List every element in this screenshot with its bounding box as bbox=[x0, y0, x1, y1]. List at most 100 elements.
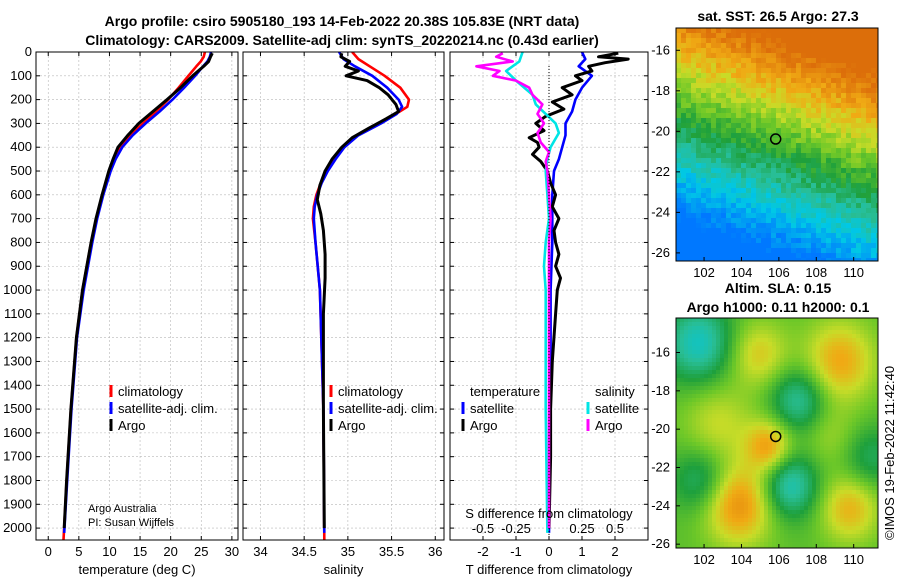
map-cell bbox=[726, 73, 732, 79]
map-cell bbox=[716, 83, 722, 89]
map-cell bbox=[761, 153, 767, 159]
map-cell bbox=[720, 450, 725, 455]
map-cell bbox=[721, 198, 727, 204]
map-cell bbox=[732, 430, 737, 435]
map-cell bbox=[768, 342, 773, 347]
map-cell bbox=[768, 366, 773, 371]
map-cell bbox=[696, 538, 701, 543]
map-cell bbox=[696, 410, 701, 415]
map-cell bbox=[808, 434, 813, 439]
legend-sal-satellite-label: satellite bbox=[595, 401, 639, 416]
map-cell bbox=[721, 143, 727, 149]
map-cell bbox=[744, 398, 749, 403]
map-cell bbox=[788, 474, 793, 479]
map-cell bbox=[740, 542, 745, 547]
map-cell bbox=[681, 93, 687, 99]
map-cell bbox=[751, 168, 757, 174]
map-cell bbox=[846, 258, 852, 261]
map-cell bbox=[812, 526, 817, 531]
map-cell bbox=[821, 43, 827, 49]
map-cell bbox=[706, 48, 712, 54]
map-cell bbox=[724, 454, 729, 459]
map-cell bbox=[768, 354, 773, 359]
map-cell bbox=[781, 118, 787, 124]
map-cell bbox=[824, 482, 829, 487]
map-cell bbox=[724, 502, 729, 507]
map-cell bbox=[731, 233, 737, 239]
map-cell bbox=[696, 546, 701, 548]
map-cell bbox=[866, 118, 872, 124]
map-cell bbox=[724, 462, 729, 467]
map-cell bbox=[686, 153, 692, 159]
map-cell bbox=[861, 123, 867, 129]
map-cell bbox=[836, 506, 841, 511]
map-cell bbox=[736, 53, 742, 59]
map-cell bbox=[740, 430, 745, 435]
map-cell bbox=[800, 498, 805, 503]
map-cell bbox=[716, 178, 722, 184]
map-cell bbox=[848, 370, 853, 375]
map-cell bbox=[792, 394, 797, 399]
map-cell bbox=[716, 138, 722, 144]
map-cell bbox=[701, 173, 707, 179]
map-cell bbox=[768, 326, 773, 331]
map-cell bbox=[776, 490, 781, 495]
map-cell bbox=[756, 203, 762, 209]
map-cell bbox=[841, 83, 847, 89]
map-cell bbox=[800, 422, 805, 427]
map-cell bbox=[844, 374, 849, 379]
map-cell bbox=[704, 374, 709, 379]
map-cell bbox=[816, 358, 821, 363]
map-cell bbox=[780, 486, 785, 491]
map-cell bbox=[876, 73, 878, 79]
map-cell bbox=[736, 223, 742, 229]
map-cell bbox=[876, 253, 878, 259]
map-cell bbox=[816, 482, 821, 487]
map-cell bbox=[684, 318, 689, 323]
map-cell bbox=[792, 498, 797, 503]
map-cell bbox=[761, 108, 767, 114]
map-cell bbox=[832, 542, 837, 547]
map-cell bbox=[680, 370, 685, 375]
map-cell bbox=[820, 450, 825, 455]
map-cell bbox=[832, 466, 837, 471]
map-cell bbox=[701, 118, 707, 124]
map-cell bbox=[846, 178, 852, 184]
map-cell bbox=[684, 490, 689, 495]
map-cell bbox=[861, 38, 867, 44]
map-cell bbox=[781, 188, 787, 194]
map-cell bbox=[796, 248, 802, 254]
map-cell bbox=[816, 38, 822, 44]
map-cell bbox=[826, 33, 832, 39]
map-cell bbox=[776, 43, 782, 49]
map-cell bbox=[692, 546, 697, 548]
map-cell bbox=[824, 362, 829, 367]
map-cell bbox=[788, 450, 793, 455]
map-cell bbox=[811, 228, 817, 234]
map-cell bbox=[801, 38, 807, 44]
map-cell bbox=[736, 454, 741, 459]
map-cell bbox=[856, 93, 862, 99]
map-cell bbox=[781, 123, 787, 129]
map-cell bbox=[831, 243, 837, 249]
map-cell bbox=[852, 390, 857, 395]
map-cell bbox=[792, 426, 797, 431]
map-cell bbox=[720, 374, 725, 379]
map-cell bbox=[676, 470, 681, 475]
map-cell bbox=[866, 58, 872, 64]
map-cell bbox=[786, 63, 792, 69]
map-cell bbox=[756, 378, 761, 383]
map-cell bbox=[721, 213, 727, 219]
map-cell bbox=[706, 138, 712, 144]
map-cell bbox=[732, 490, 737, 495]
map-cell bbox=[732, 458, 737, 463]
map-cell bbox=[688, 342, 693, 347]
map-cell bbox=[684, 374, 689, 379]
map-cell bbox=[791, 208, 797, 214]
map-cell bbox=[832, 446, 837, 451]
map-cell bbox=[688, 510, 693, 515]
map-cell bbox=[756, 430, 761, 435]
map-cell bbox=[844, 366, 849, 371]
map-cell bbox=[676, 430, 681, 435]
map-cell bbox=[871, 98, 877, 104]
